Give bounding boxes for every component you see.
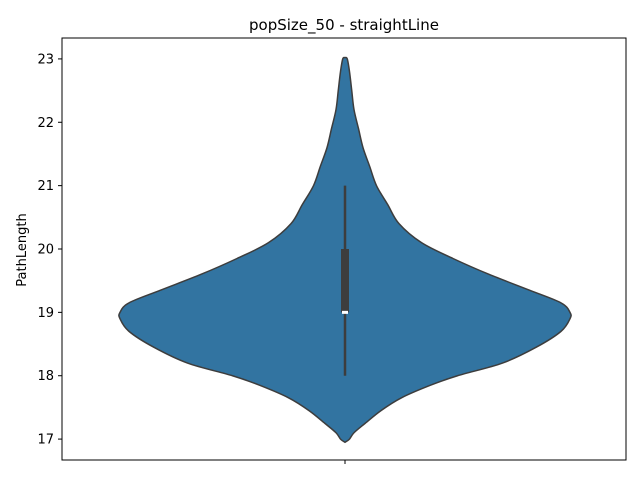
median-marker bbox=[342, 310, 348, 314]
y-tick-label: 22 bbox=[37, 116, 54, 131]
chart-title: popSize_50 - straightLine bbox=[249, 16, 439, 35]
iqr-box bbox=[341, 249, 349, 313]
y-tick-label: 23 bbox=[37, 52, 54, 67]
y-tick-label: 20 bbox=[37, 243, 54, 258]
y-tick-label: 19 bbox=[37, 306, 54, 321]
plot-area: 17 18 19 20 21 22 23 bbox=[37, 37, 627, 464]
y-tick-label: 21 bbox=[37, 179, 54, 194]
y-tick-label: 18 bbox=[37, 369, 54, 384]
y-axis-title: PathLength bbox=[15, 213, 30, 286]
y-tick-label: 17 bbox=[37, 433, 54, 448]
